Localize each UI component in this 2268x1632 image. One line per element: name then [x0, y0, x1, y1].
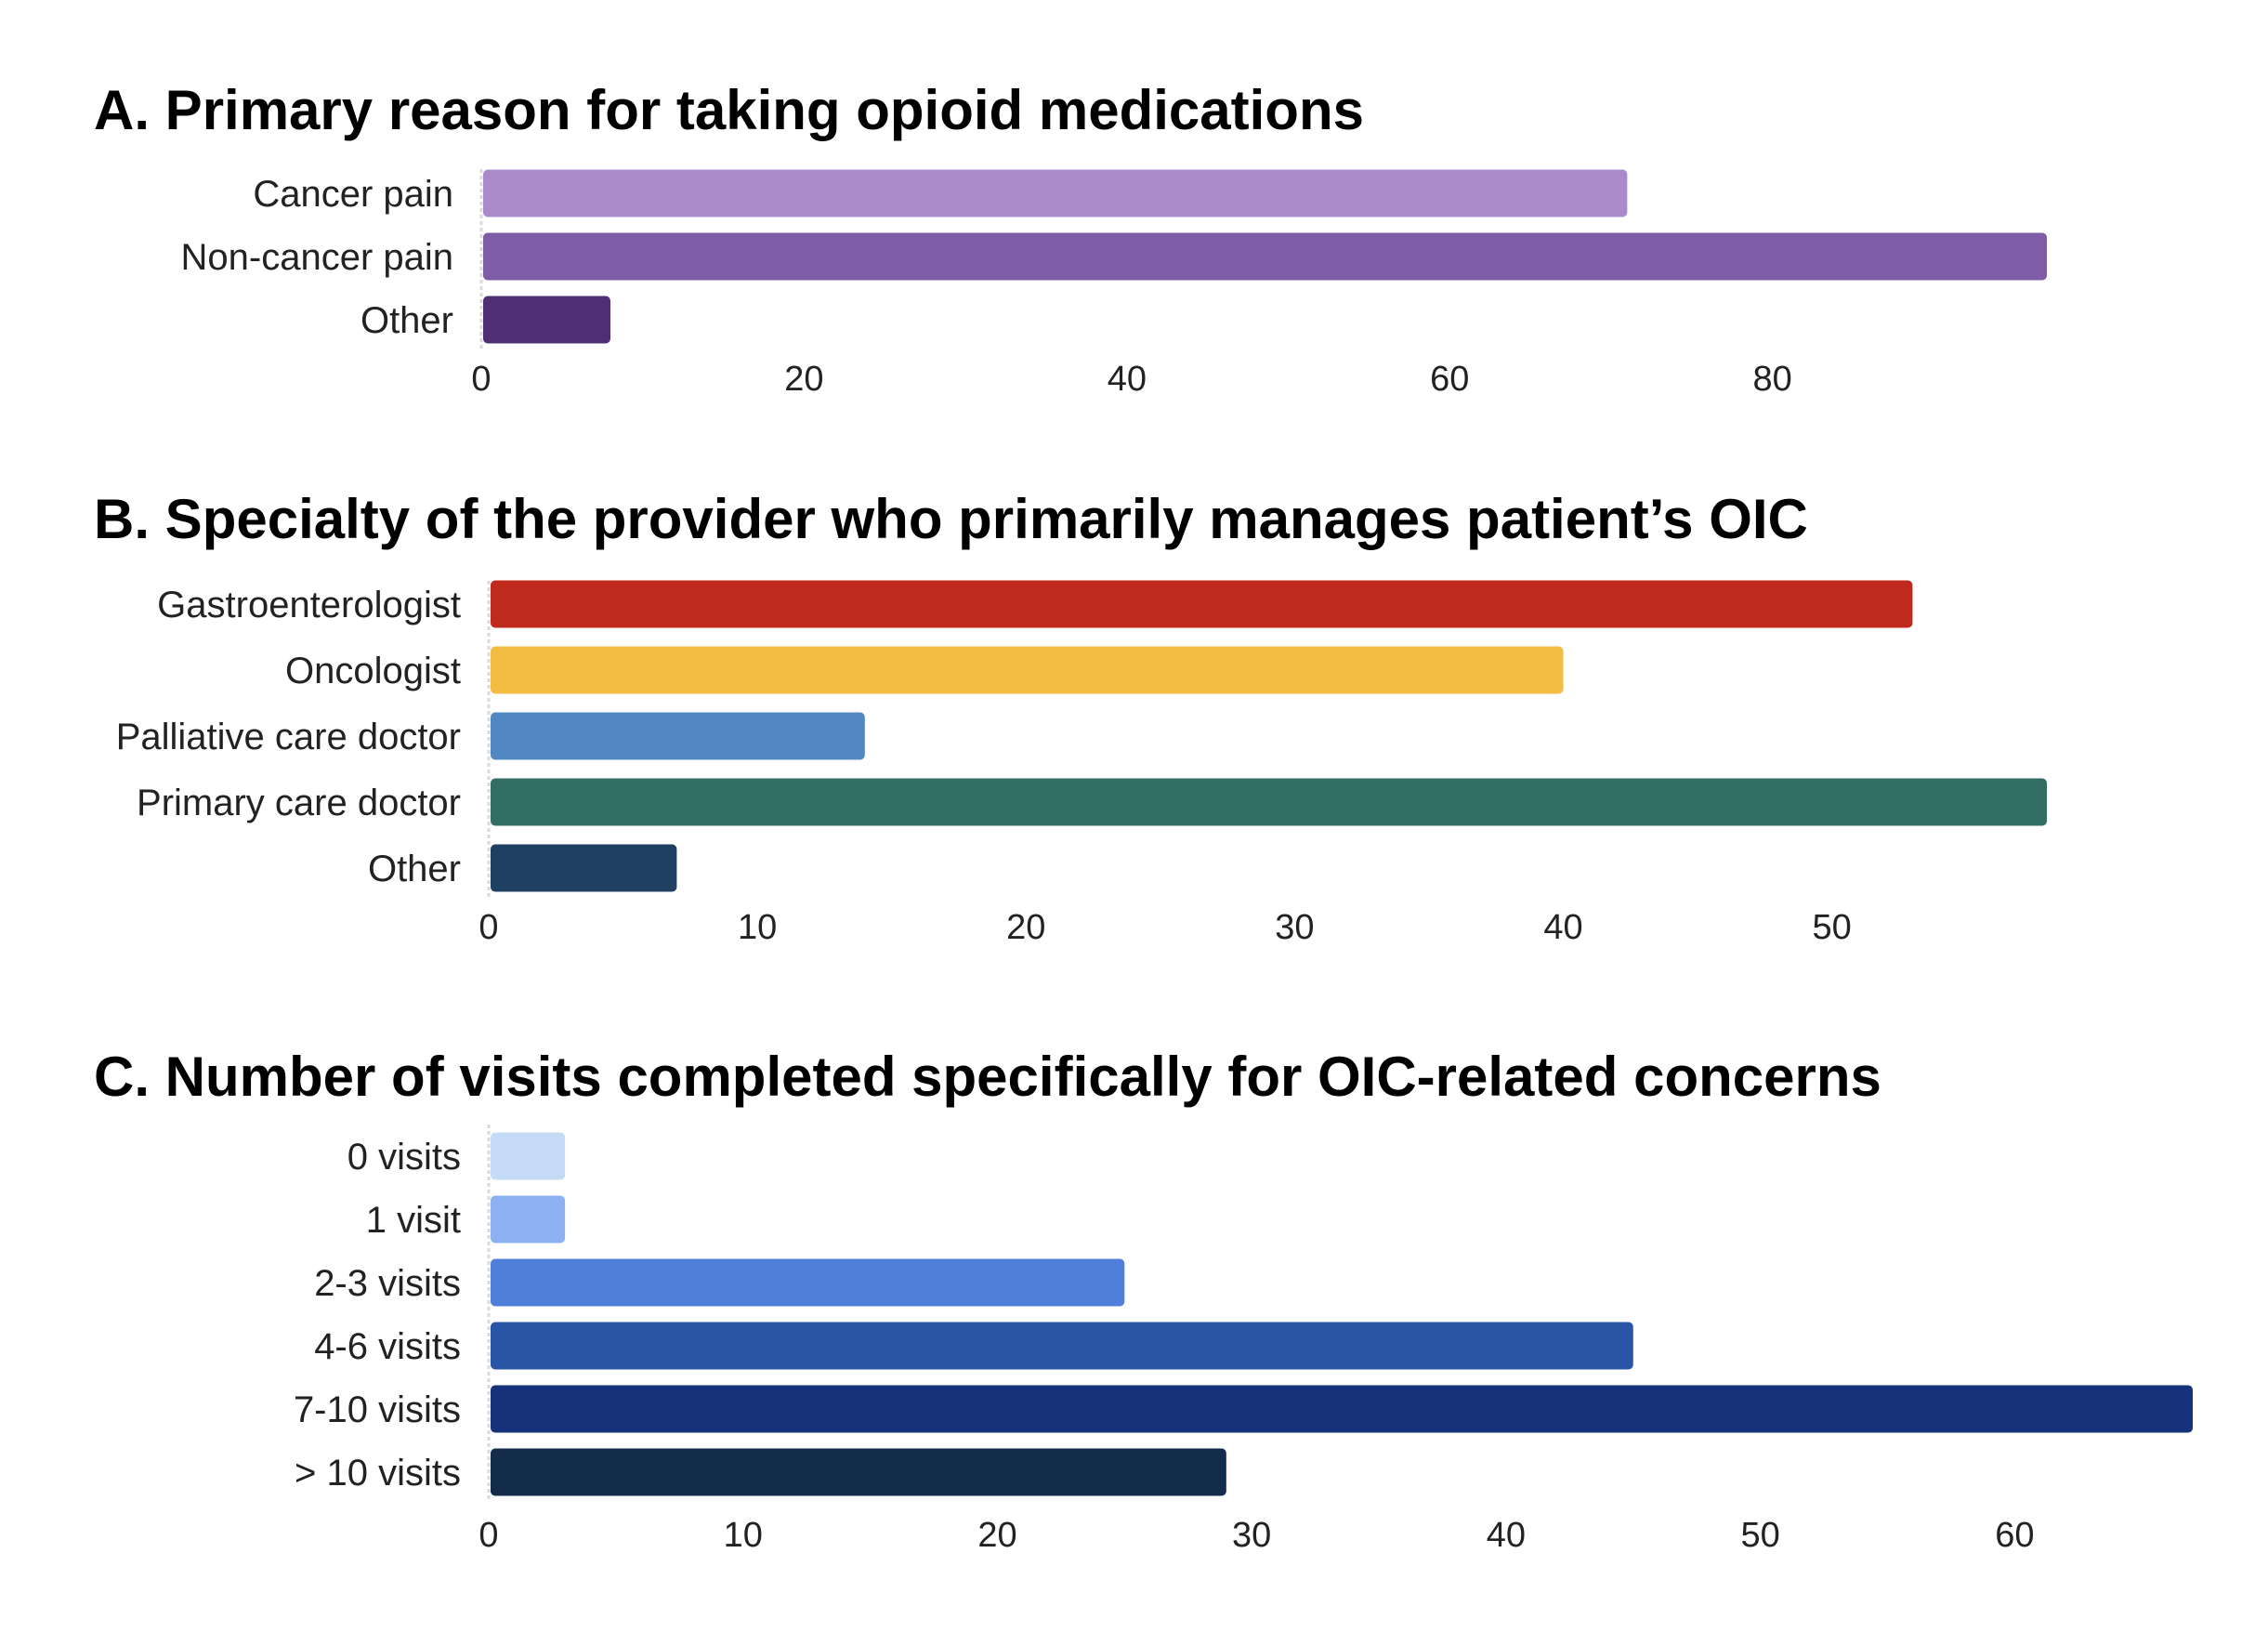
bar-chart-a: Cancer pain Non-cancer pain Other 0 20 40 60 80	[181, 169, 2047, 399]
category-label: Non-cancer pain	[181, 237, 454, 278]
x-tick-label: 0	[479, 908, 498, 947]
x-tick-label: 30	[1275, 908, 1314, 947]
category-label: 2-3 visits	[314, 1263, 461, 1304]
category-label: 4-6 visits	[314, 1326, 461, 1367]
bar-chart-c: 0 visits 1 visit 2-3 visits 4-6 visits 7-10 …	[294, 1125, 2193, 1555]
x-tick-label: 30	[1232, 1516, 1271, 1555]
category-label: 0 visits	[347, 1137, 461, 1178]
x-tick-label: 80	[1753, 360, 1792, 399]
chart-title: B. Specialty of the provider who primari…	[94, 488, 1808, 550]
category-label: Other	[361, 300, 453, 341]
category-label: Other	[368, 849, 461, 889]
category-label: Oncologist	[285, 651, 461, 691]
bar	[483, 169, 1628, 217]
x-tick-label: 20	[1006, 908, 1045, 947]
bar	[491, 646, 1564, 694]
bar	[491, 1132, 566, 1180]
category-label: 7-10 visits	[294, 1389, 461, 1430]
chart-title: A. Primary reason for taking opioid medi…	[94, 79, 1364, 141]
bar	[491, 1448, 1226, 1496]
category-label: Primary care doctor	[137, 783, 461, 823]
chart-title: C. Number of visits completed specifical…	[94, 1046, 1881, 1108]
bar	[491, 1195, 566, 1244]
bar	[491, 1258, 1125, 1307]
x-tick-label: 50	[1813, 908, 1852, 947]
bar	[483, 232, 2047, 281]
x-tick-label: 10	[738, 908, 777, 947]
bar-chart-b: Gastroenterologist Oncologist Palliative c…	[116, 580, 2047, 947]
x-tick-label: 50	[1741, 1516, 1780, 1555]
x-tick-label: 60	[1430, 360, 1469, 399]
bar	[491, 1322, 1633, 1370]
bar	[491, 712, 865, 760]
x-tick-label: 10	[724, 1516, 763, 1555]
x-tick-label: 0	[479, 1516, 498, 1555]
category-label: Cancer pain	[253, 174, 453, 215]
category-label: > 10 visits	[295, 1453, 461, 1494]
bar	[491, 844, 677, 892]
bar	[491, 778, 2047, 826]
category-label: Gastroenterologist	[157, 585, 461, 625]
x-tick-label: 40	[1543, 908, 1582, 947]
x-tick-label: 0	[471, 360, 491, 399]
category-label: 1 visit	[366, 1200, 461, 1241]
bar	[491, 1385, 2193, 1433]
x-tick-label: 40	[1487, 1516, 1526, 1555]
x-tick-label: 40	[1108, 360, 1147, 399]
x-tick-label: 20	[784, 360, 823, 399]
bar	[491, 580, 1913, 628]
category-label: Palliative care doctor	[116, 717, 461, 757]
x-tick-label: 20	[977, 1516, 1016, 1555]
x-tick-label: 60	[1995, 1516, 2034, 1555]
bar	[483, 296, 610, 344]
